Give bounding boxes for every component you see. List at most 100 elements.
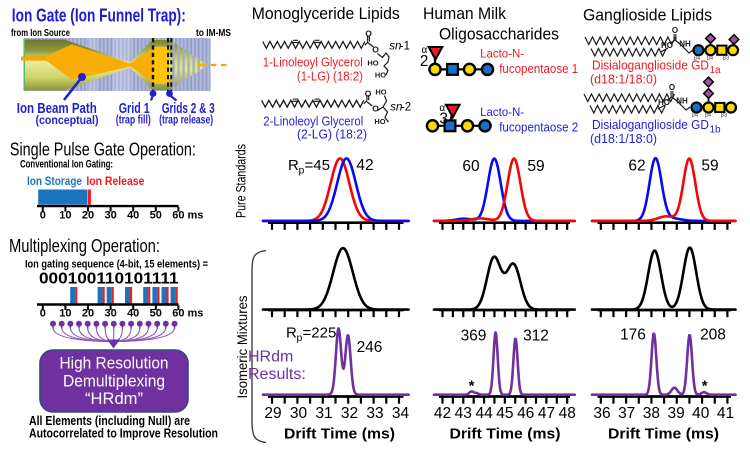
svg-text:Disialoganglioside GD: Disialoganglioside GD	[592, 118, 709, 132]
svg-text:60: 60	[172, 210, 184, 222]
svg-text:50: 50	[150, 210, 162, 222]
svg-text:39: 39	[667, 405, 684, 422]
svg-text:29: 29	[264, 405, 281, 422]
svg-text:ms: ms	[188, 308, 204, 320]
svg-text:59: 59	[701, 158, 718, 175]
svg-text:48: 48	[559, 405, 576, 422]
svg-text:Ion gating sequence (4-bit, 15: Ion gating sequence (4-bit, 15 elements)…	[25, 259, 208, 271]
svg-text:β3: β3	[721, 113, 727, 119]
svg-text:Ion Release: Ion Release	[86, 176, 144, 188]
svg-text:Disialoganglioside GD: Disialoganglioside GD	[592, 59, 709, 73]
svg-text:β4: β4	[707, 56, 713, 62]
svg-text:50: 50	[150, 308, 162, 320]
svg-text:(trap release): (trap release)	[159, 113, 213, 127]
svg-text:Demultiplexing: Demultiplexing	[63, 373, 165, 391]
svg-text:31: 31	[315, 405, 332, 422]
svg-text:34: 34	[392, 405, 410, 422]
svg-text:62: 62	[628, 158, 645, 175]
svg-text:β4: β4	[705, 113, 711, 119]
svg-text:Ion Gate (Ion Funnel Trap):: Ion Gate (Ion Funnel Trap):	[12, 6, 186, 26]
svg-text:O: O	[372, 104, 379, 114]
svg-text:Drift Time (ms): Drift Time (ms)	[608, 427, 719, 443]
svg-text:Ganglioside Lipids: Ganglioside Lipids	[583, 7, 712, 25]
svg-text:Multiplexing Operation:: Multiplexing Operation:	[9, 236, 160, 256]
svg-text:fucopentaose 2: fucopentaose 2	[499, 120, 578, 134]
svg-text:sn: sn	[389, 41, 401, 53]
svg-text:40: 40	[127, 308, 139, 320]
svg-text:Ion Beam Path: Ion Beam Path	[17, 101, 97, 117]
svg-text:=45: =45	[305, 157, 330, 174]
svg-text:Ion Storage: Ion Storage	[27, 176, 82, 188]
svg-text:HO: HO	[375, 71, 386, 80]
svg-text:α: α	[439, 103, 445, 114]
svg-text:Lacto-N-: Lacto-N-	[480, 105, 524, 119]
svg-text:44: 44	[475, 405, 493, 422]
svg-text:to IM-MS: to IM-MS	[196, 28, 231, 39]
svg-text:R: R	[286, 325, 297, 342]
svg-text:Grid 1: Grid 1	[119, 101, 150, 117]
svg-text:42: 42	[356, 157, 373, 174]
svg-text:(1-LG) (18:2): (1-LG) (18:2)	[297, 69, 363, 83]
svg-text:(d18:1/18:0): (d18:1/18:0)	[590, 73, 657, 87]
svg-text:30: 30	[104, 308, 116, 320]
svg-text:20: 20	[82, 308, 94, 320]
svg-text:369: 369	[461, 328, 487, 345]
svg-text:000100110101111: 000100110101111	[39, 271, 179, 288]
svg-text:-1: -1	[400, 41, 410, 53]
svg-text:40: 40	[127, 210, 139, 222]
svg-text:1a: 1a	[710, 65, 722, 76]
svg-text:46: 46	[517, 405, 534, 422]
svg-text:O: O	[372, 45, 379, 55]
svg-text:HO: HO	[661, 41, 673, 50]
svg-text:Pure Standards: Pure Standards	[233, 144, 249, 218]
svg-text:Single Pulse Gate Operation:: Single Pulse Gate Operation:	[10, 140, 196, 160]
svg-text:α: α	[422, 45, 428, 56]
svg-text:β4: β4	[694, 56, 700, 62]
svg-text:O: O	[365, 29, 372, 39]
svg-text:60: 60	[172, 308, 184, 320]
svg-text:β4: β4	[692, 113, 698, 119]
svg-text:Autocorrelated to Improve Reso: Autocorrelated to Improve Resolution	[29, 427, 218, 441]
svg-text:2: 2	[420, 53, 429, 70]
svg-text:3: 3	[439, 111, 448, 128]
svg-text:HRdm: HRdm	[248, 349, 293, 366]
svg-text:30: 30	[104, 210, 116, 222]
svg-text:p: p	[297, 332, 303, 344]
svg-text:HO: HO	[375, 88, 386, 97]
svg-text:High Resolution: High Resolution	[60, 355, 169, 373]
svg-text:60: 60	[462, 158, 480, 175]
svg-text:NH: NH	[676, 97, 688, 106]
svg-text:fucopentaose 1: fucopentaose 1	[499, 62, 578, 76]
svg-text:10: 10	[59, 308, 71, 320]
svg-text:(d18:1/18:0): (d18:1/18:0)	[590, 132, 657, 146]
svg-text:=225: =225	[303, 325, 337, 342]
svg-text:sn: sn	[390, 102, 402, 114]
svg-text:312: 312	[523, 328, 549, 345]
svg-text:45: 45	[496, 405, 513, 422]
svg-text:59: 59	[527, 158, 544, 175]
svg-text:O: O	[672, 26, 678, 35]
svg-text:Conventional Ion Gating:: Conventional Ion Gating:	[20, 158, 113, 170]
svg-text:43: 43	[455, 405, 472, 422]
svg-text:(conceptual): (conceptual)	[36, 113, 99, 127]
svg-text:Results:: Results:	[248, 366, 306, 383]
svg-text:10: 10	[59, 210, 71, 222]
svg-text:208: 208	[700, 327, 726, 344]
svg-text:33: 33	[366, 405, 383, 422]
svg-text:All Elements (including Null): All Elements (including Null) are	[29, 414, 190, 428]
svg-text:O: O	[669, 83, 675, 92]
svg-text:(2-LG) (18:2): (2-LG) (18:2)	[297, 128, 367, 142]
svg-text:2-Linoleoyl Glycerol: 2-Linoleoyl Glycerol	[263, 115, 363, 129]
svg-text:38: 38	[643, 405, 660, 422]
svg-text:Drift Time (ms): Drift Time (ms)	[450, 427, 561, 443]
svg-text:HO: HO	[658, 98, 670, 107]
svg-text:0: 0	[40, 210, 46, 222]
svg-text:36: 36	[593, 405, 610, 422]
svg-text:HO: HO	[367, 59, 378, 68]
svg-text:ms: ms	[188, 210, 204, 222]
svg-text:Human Milk: Human Milk	[423, 5, 507, 23]
svg-text:Drift Time (ms): Drift Time (ms)	[284, 427, 395, 443]
svg-text:p: p	[299, 165, 305, 177]
svg-text:-2: -2	[401, 102, 411, 114]
svg-text:20: 20	[82, 210, 94, 222]
